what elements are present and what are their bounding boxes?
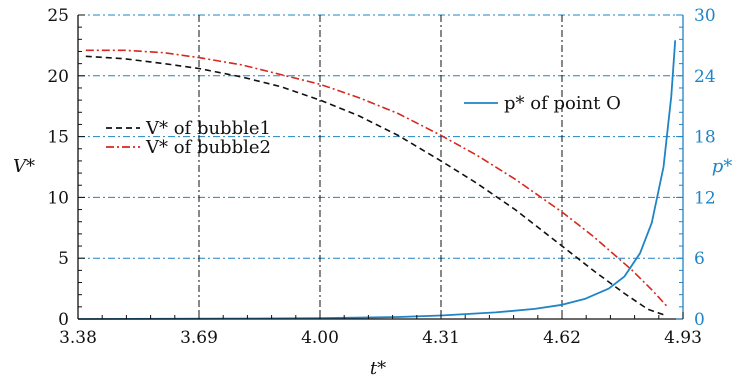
x-tick-label: 3.38 — [59, 328, 97, 348]
y-left-tick-label: 20 — [47, 67, 69, 87]
y-left-tick-label: 15 — [47, 128, 69, 148]
x-axis-label: t* — [370, 358, 386, 379]
x-tick-label: 4.31 — [422, 328, 460, 348]
series-line-2 — [85, 49, 668, 308]
y-left-tick-label: 0 — [58, 310, 69, 330]
y-right-tick-label: 18 — [694, 128, 716, 148]
y-axis-left-label: V* — [13, 156, 35, 177]
y-right-tick-label: 6 — [694, 249, 705, 269]
y-right-tick-label: 30 — [694, 6, 716, 26]
x-tick-label: 4.62 — [543, 328, 581, 348]
legend-label-2: V* of bubble2 — [145, 137, 271, 158]
x-tick-label: 3.69 — [180, 328, 218, 348]
legend-label-1: V* of bubble1 — [145, 118, 271, 139]
y-left-tick-label: 5 — [58, 249, 69, 269]
grid-layer — [78, 14, 683, 319]
ticks-layer: 0 5 10 15 20 25 0 6 12 18 24 30 3.38 3.69 4.00 4.31 4.62… — [47, 6, 715, 348]
series-line-3 — [77, 40, 677, 320]
axes-layer — [77, 15, 684, 320]
y-axis-right-label: p* — [712, 156, 733, 177]
y-right-tick-label: 24 — [694, 67, 716, 87]
legend-label-3: p* of point O — [504, 93, 621, 114]
series-line-1 — [85, 55, 664, 316]
y-right-tick-label: 12 — [694, 188, 716, 208]
x-tick-label: 4.93 — [664, 328, 702, 348]
y-right-tick-label: 0 — [694, 310, 705, 330]
series-layer — [77, 40, 677, 320]
y-left-tick-label: 25 — [47, 6, 69, 26]
x-tick-label: 4.00 — [301, 328, 339, 348]
y-left-tick-label: 10 — [47, 188, 69, 208]
